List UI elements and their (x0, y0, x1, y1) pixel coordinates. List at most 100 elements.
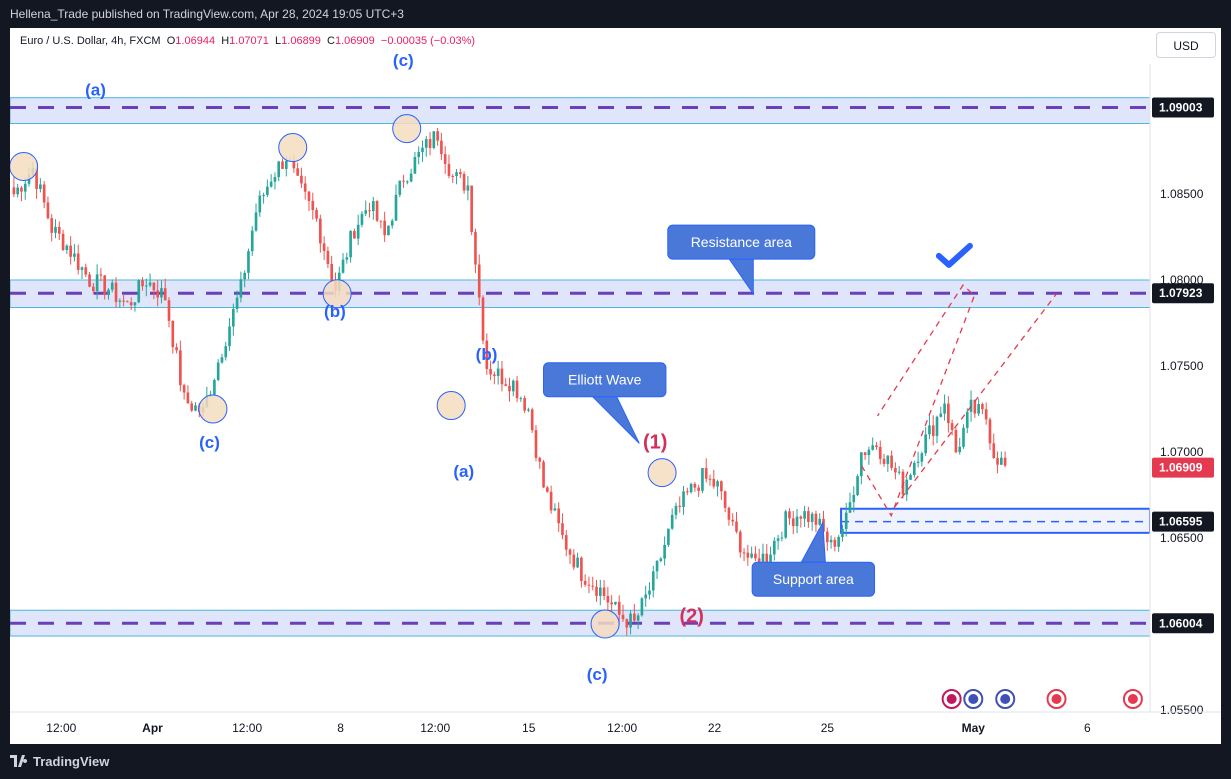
candle-body (398, 180, 402, 195)
candle-body (474, 231, 477, 265)
candle-body (610, 602, 613, 605)
candle-body (387, 225, 390, 236)
currency-button[interactable]: USD (1156, 32, 1216, 58)
candle-body (890, 455, 893, 468)
candle-body (667, 528, 670, 545)
support-zone (840, 507, 1151, 534)
wave-point-circle (198, 394, 228, 424)
candle-body (871, 445, 875, 450)
candle-body (477, 264, 481, 298)
candle-body (912, 462, 916, 475)
candle-body (239, 279, 243, 298)
projection-path (861, 284, 976, 518)
candle-body (943, 403, 946, 414)
time-tick: 22 (708, 721, 722, 735)
candle-body (284, 160, 288, 169)
candle-body (368, 210, 371, 212)
price-tick: 1.05500 (1160, 703, 1204, 717)
candle-body (46, 202, 50, 219)
candle-body (950, 423, 954, 431)
low-label: L (275, 35, 282, 47)
wave-label: (a) (453, 462, 474, 481)
candle-body (916, 461, 920, 463)
wave-label: (c) (587, 665, 608, 684)
callout-tail (591, 396, 640, 444)
price-chart[interactable]: (a) (c) (b) (c) (b) (a) (c) (1) (2) Resistance ar… (10, 28, 1221, 744)
candle-body (190, 403, 194, 411)
price-label: 1.06595 (1159, 515, 1203, 529)
candle-body (947, 403, 950, 424)
candle-body (568, 549, 572, 555)
candle-body (65, 245, 69, 251)
time-tick: 25 (821, 721, 835, 735)
candle-body (511, 380, 515, 392)
candle-body (659, 558, 663, 561)
candle-body (549, 491, 553, 511)
candle-body (935, 416, 939, 436)
wave-point-circle (647, 458, 677, 488)
candle-body (406, 181, 409, 183)
wave-point-circle (392, 114, 422, 144)
candle-body (765, 553, 769, 563)
candle-body (844, 512, 848, 529)
candle-body (247, 251, 250, 273)
candle-body (243, 272, 246, 280)
candle-body (791, 518, 795, 527)
candle-body (784, 511, 788, 538)
candle-body (322, 243, 326, 251)
price-label-box (1152, 613, 1214, 634)
candle-body (23, 183, 27, 192)
candle-body (16, 187, 19, 195)
tradingview-logo-icon (10, 755, 28, 767)
callout: Elliott Wave (543, 362, 667, 444)
candle-body (973, 399, 977, 414)
candle-body (360, 213, 364, 225)
candle-body (822, 518, 825, 532)
candle-body (557, 508, 561, 524)
candle-body (175, 347, 178, 351)
projection-path (894, 293, 1058, 508)
publisher-text: Hellena_Trade published on TradingView.c… (10, 7, 404, 21)
price-tick: 1.07000 (1160, 445, 1204, 459)
candle-body (409, 173, 413, 182)
candle-body (636, 615, 640, 621)
close-value: 1.06909 (335, 35, 375, 47)
wave-label: (1) (643, 432, 667, 454)
candle-body (788, 511, 791, 519)
chart-frame[interactable]: (a) (c) (b) (c) (b) (a) (c) (1) (2) Resistance ar… (10, 28, 1221, 744)
candle-body (428, 139, 432, 148)
candle-body (311, 200, 315, 211)
candle-body (129, 302, 133, 306)
candle-body (701, 468, 704, 491)
candle-body (160, 288, 163, 298)
price-axis (1150, 28, 1221, 744)
wave-point-circle (278, 133, 308, 163)
price-label-box (1152, 457, 1214, 478)
candle-body (981, 404, 984, 410)
candle-body (315, 210, 318, 219)
candle-body (413, 157, 417, 174)
candle-body (39, 184, 42, 189)
callout-tail (800, 520, 826, 563)
candle-body (564, 535, 568, 550)
candle-body (152, 282, 156, 291)
footer-brand: TradingView (33, 754, 110, 769)
candle-body (73, 253, 76, 257)
time-tick: May (962, 721, 986, 735)
candle-body (216, 362, 220, 380)
candle-body (780, 537, 784, 539)
candle-body (761, 553, 765, 567)
candle-body (394, 194, 398, 221)
candle-body (807, 511, 810, 523)
candle-body (171, 320, 175, 348)
candle-body (538, 457, 542, 462)
change-value: −0.00035 (−0.03%) (380, 35, 476, 47)
price-tick: 1.08500 (1160, 187, 1204, 201)
wave-label: (b) (324, 302, 346, 321)
candle-body (984, 409, 988, 420)
candle-body (909, 474, 912, 480)
candle-body (595, 586, 598, 596)
candle-body (296, 168, 299, 176)
candle-body (99, 274, 103, 276)
candle-body (708, 478, 712, 480)
